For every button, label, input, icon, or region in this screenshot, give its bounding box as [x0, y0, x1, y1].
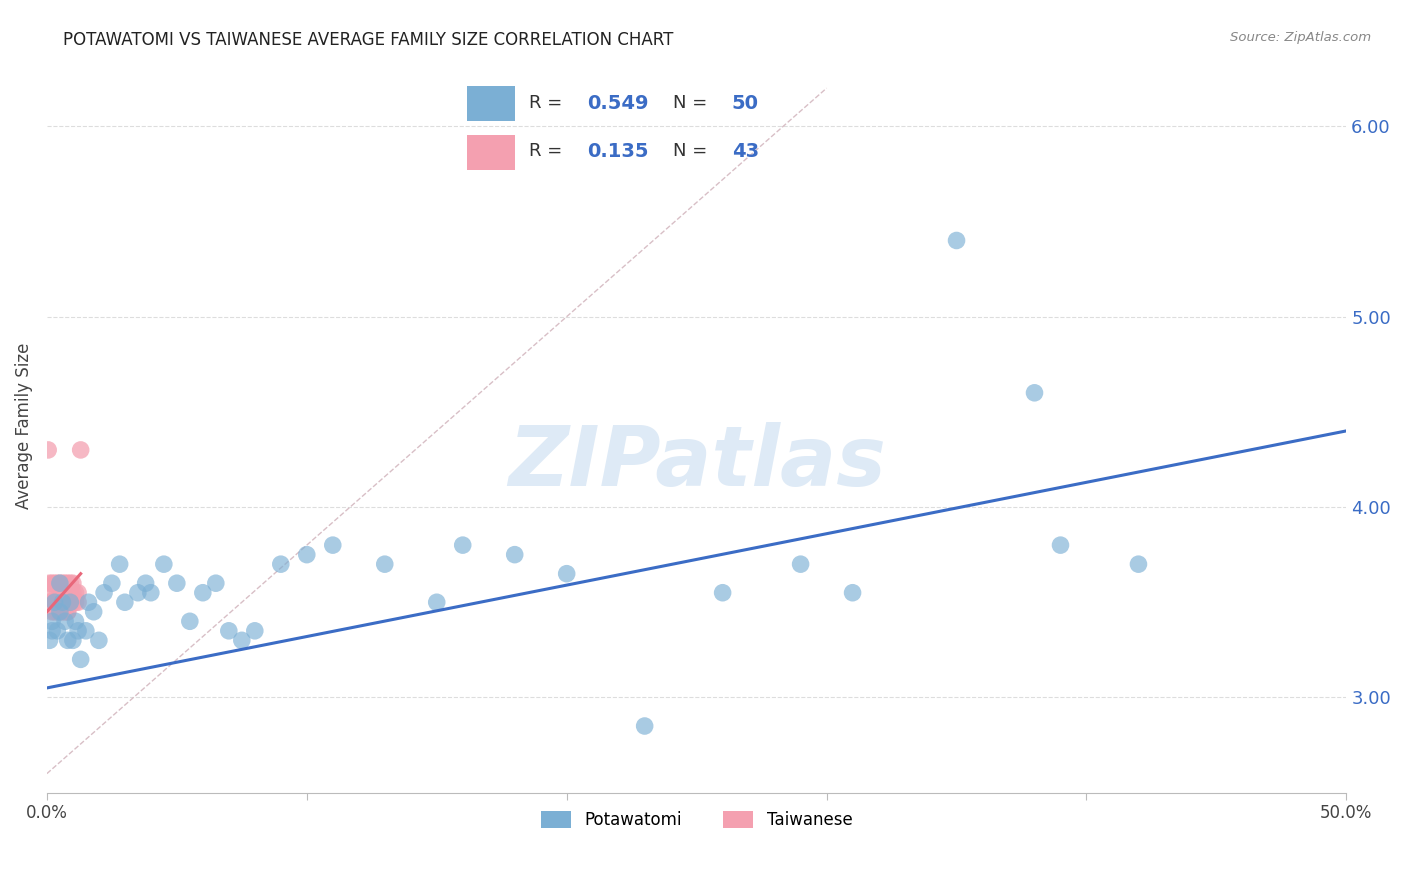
Point	[53, 595, 76, 609]
Point	[231, 633, 253, 648]
Point	[49, 595, 72, 609]
Point	[789, 557, 811, 571]
Point	[56, 605, 79, 619]
Point	[139, 585, 162, 599]
Point	[53, 605, 76, 619]
Point	[41, 576, 63, 591]
Point	[295, 548, 318, 562]
Point	[65, 615, 87, 629]
Point	[69, 652, 91, 666]
Point	[51, 595, 73, 609]
Point	[56, 605, 79, 619]
Point	[179, 615, 201, 629]
Point	[56, 576, 79, 591]
Point	[1049, 538, 1071, 552]
Point	[1024, 385, 1046, 400]
Point	[51, 576, 73, 591]
Point	[153, 557, 176, 571]
Point	[135, 576, 157, 591]
Point	[62, 576, 84, 591]
Point	[49, 576, 72, 591]
Point	[65, 585, 87, 599]
Point	[503, 548, 526, 562]
Point	[67, 585, 90, 599]
Point	[426, 595, 449, 609]
Point	[127, 585, 149, 599]
Point	[41, 605, 63, 619]
Point	[46, 595, 69, 609]
Point	[51, 595, 73, 609]
Point	[59, 576, 82, 591]
Point	[53, 615, 76, 629]
Point	[67, 595, 90, 609]
Text: Source: ZipAtlas.com: Source: ZipAtlas.com	[1230, 31, 1371, 45]
Text: ZIPatlas: ZIPatlas	[508, 422, 886, 503]
Point	[93, 585, 115, 599]
Point	[49, 605, 72, 619]
Point	[101, 576, 124, 591]
Point	[44, 595, 66, 609]
Point	[191, 585, 214, 599]
Point	[62, 595, 84, 609]
Point	[711, 585, 734, 599]
Point	[59, 595, 82, 609]
Point	[46, 605, 69, 619]
Point	[374, 557, 396, 571]
Point	[75, 624, 97, 638]
Point	[62, 585, 84, 599]
Point	[77, 595, 100, 609]
Point	[83, 605, 105, 619]
Point	[65, 595, 87, 609]
Point	[41, 624, 63, 638]
Point	[49, 605, 72, 619]
Point	[53, 585, 76, 599]
Point	[108, 557, 131, 571]
Point	[51, 605, 73, 619]
Point	[44, 595, 66, 609]
Point	[44, 585, 66, 599]
Point	[46, 585, 69, 599]
Point	[37, 442, 59, 457]
Point	[451, 538, 474, 552]
Point	[53, 576, 76, 591]
Point	[56, 585, 79, 599]
Point	[44, 605, 66, 619]
Point	[841, 585, 863, 599]
Legend: Potawatomi, Taiwanese: Potawatomi, Taiwanese	[534, 804, 859, 836]
Point	[166, 576, 188, 591]
Point	[59, 595, 82, 609]
Point	[59, 585, 82, 599]
Point	[114, 595, 136, 609]
Point	[218, 624, 240, 638]
Point	[945, 234, 967, 248]
Point	[1128, 557, 1150, 571]
Point	[41, 615, 63, 629]
Point	[38, 595, 60, 609]
Point	[38, 633, 60, 648]
Text: POTAWATOMI VS TAIWANESE AVERAGE FAMILY SIZE CORRELATION CHART: POTAWATOMI VS TAIWANESE AVERAGE FAMILY S…	[63, 31, 673, 49]
Point	[243, 624, 266, 638]
Y-axis label: Average Family Size: Average Family Size	[15, 343, 32, 509]
Point	[56, 633, 79, 648]
Point	[38, 576, 60, 591]
Point	[67, 624, 90, 638]
Point	[634, 719, 657, 733]
Point	[87, 633, 110, 648]
Point	[270, 557, 292, 571]
Point	[49, 585, 72, 599]
Point	[62, 633, 84, 648]
Point	[56, 595, 79, 609]
Point	[205, 576, 228, 591]
Point	[53, 595, 76, 609]
Point	[555, 566, 578, 581]
Point	[322, 538, 344, 552]
Point	[41, 595, 63, 609]
Point	[49, 576, 72, 591]
Point	[51, 585, 73, 599]
Point	[46, 624, 69, 638]
Point	[44, 576, 66, 591]
Point	[46, 576, 69, 591]
Point	[69, 442, 91, 457]
